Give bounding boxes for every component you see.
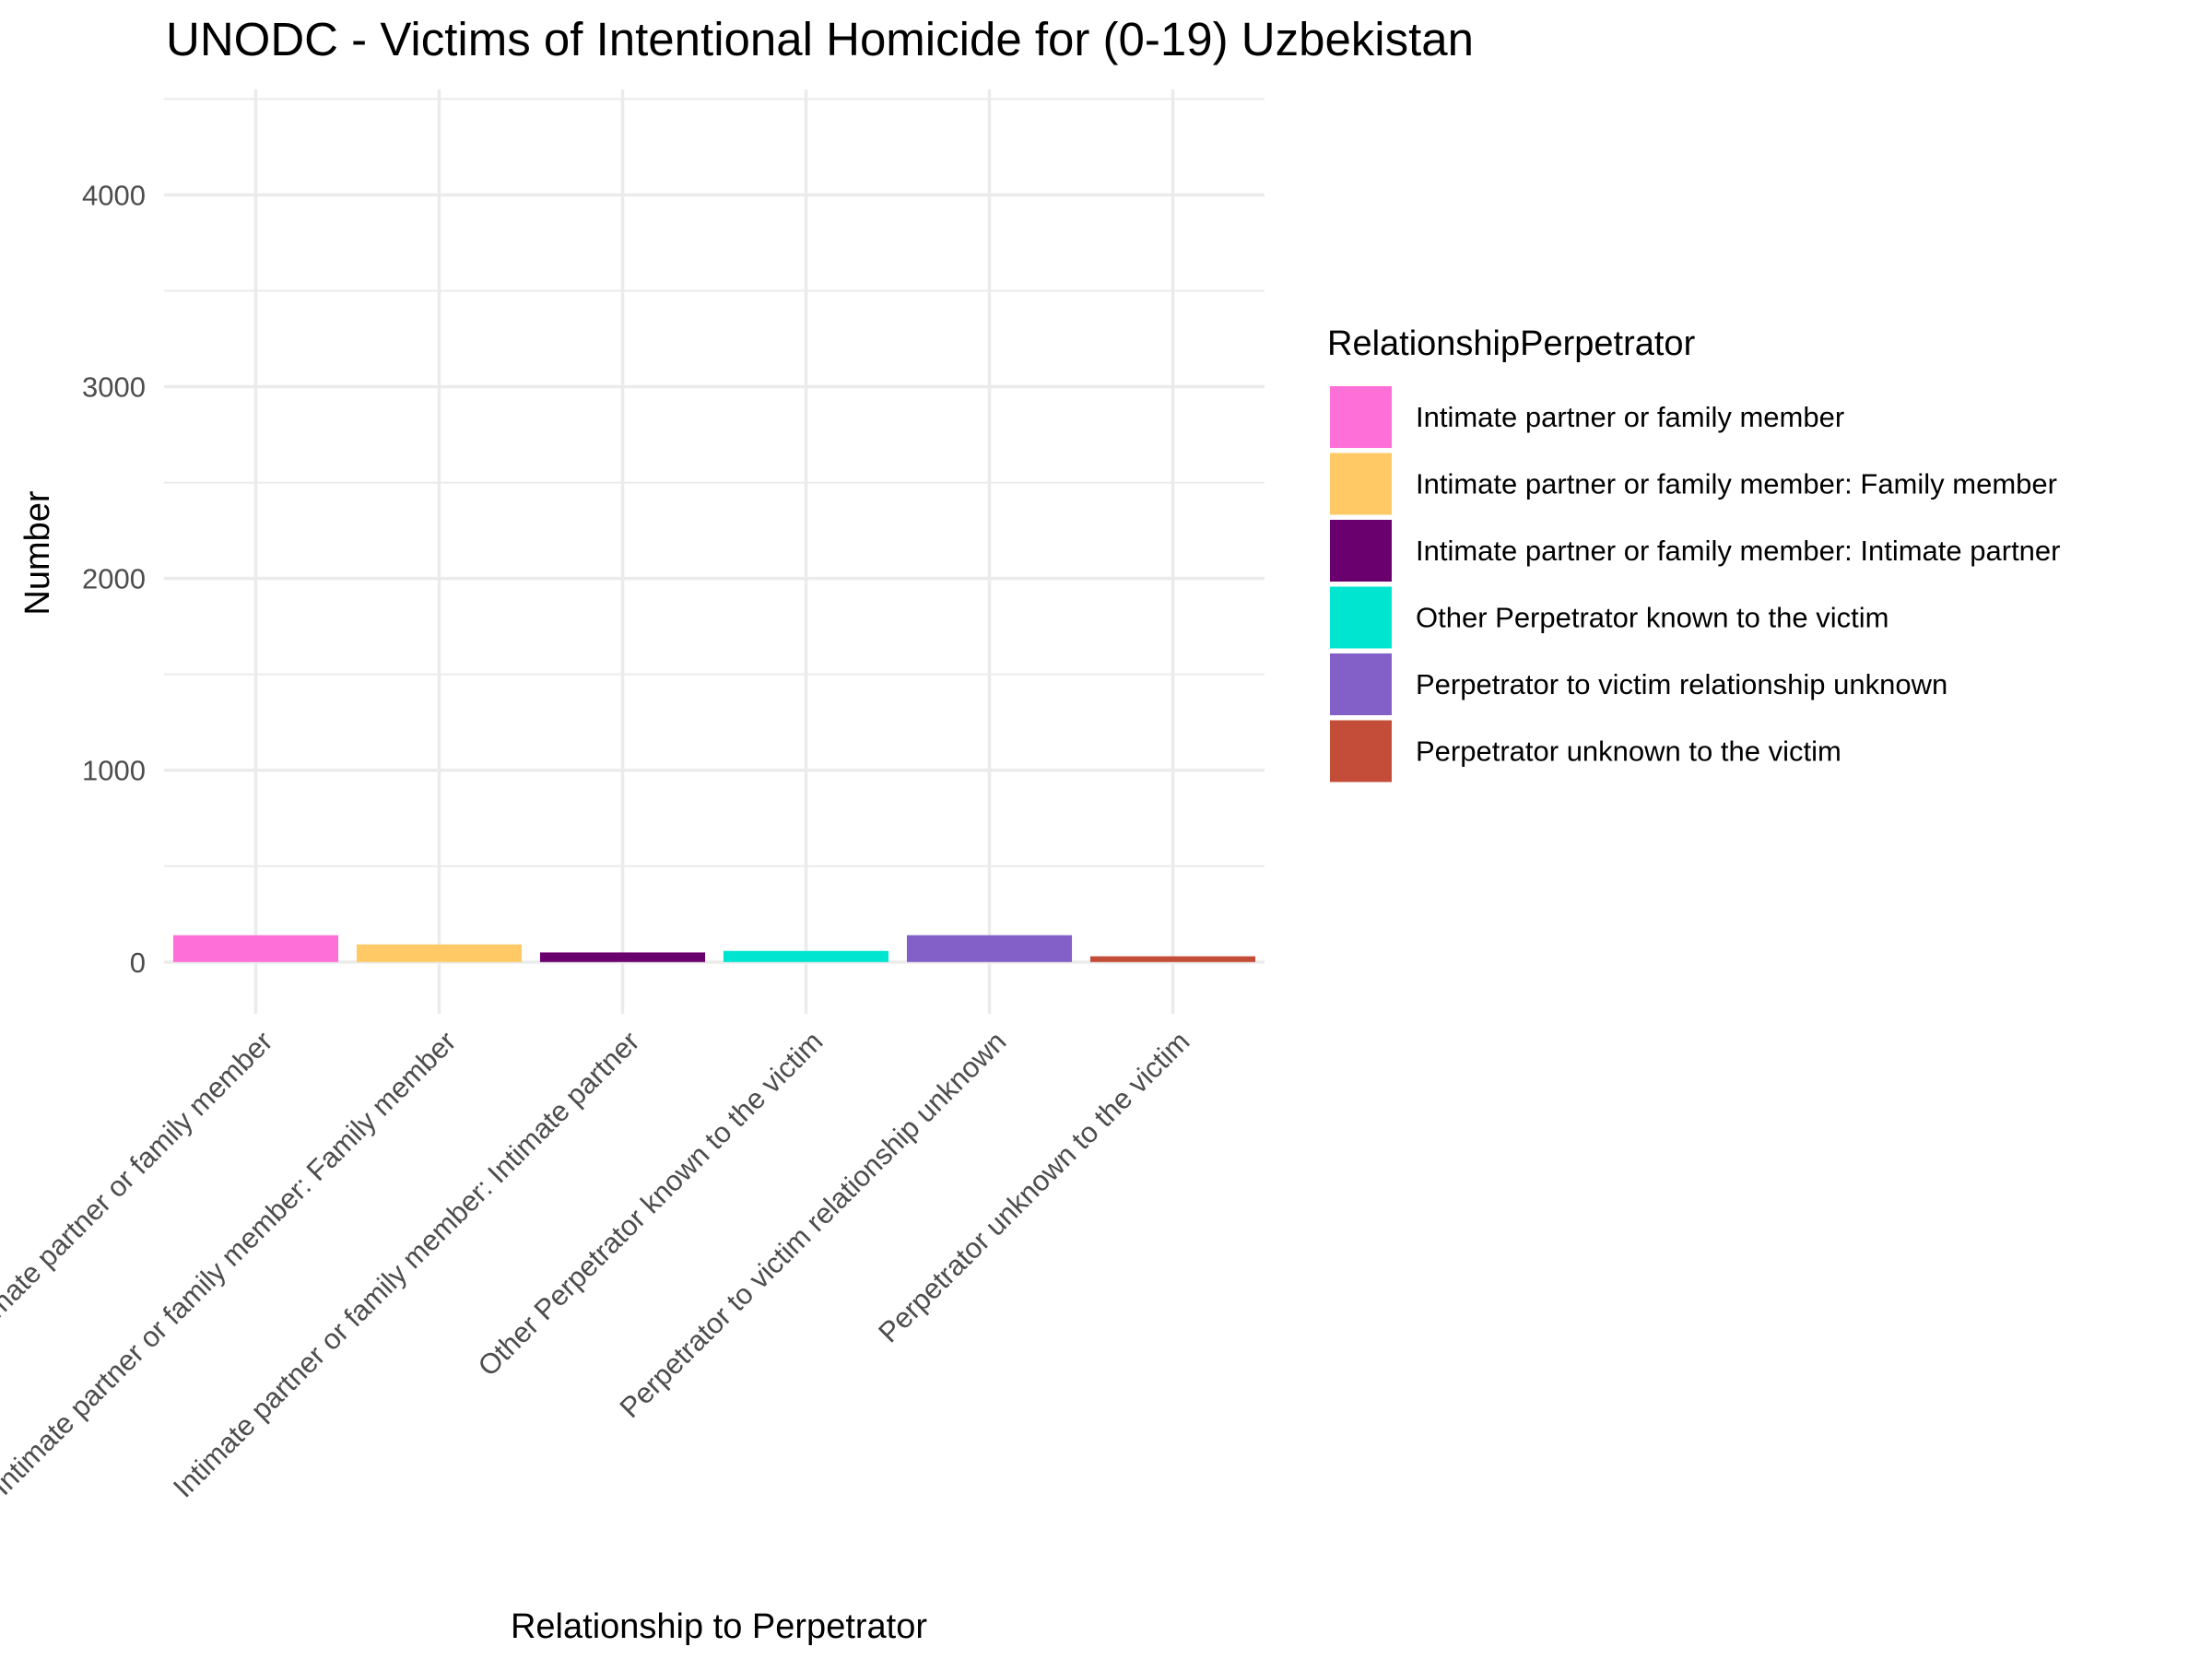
legend-swatch — [1330, 653, 1392, 715]
legend-label: Perpetrator to victim relationship unkno… — [1416, 668, 1947, 700]
y-tick-label: 2000 — [82, 563, 146, 595]
y-tick-label: 1000 — [82, 755, 146, 787]
legend-label: Other Perpetrator known to the victim — [1416, 602, 1888, 634]
bar — [356, 944, 523, 962]
legend-swatch — [1330, 453, 1392, 515]
legend-label: Perpetrator unknown to the victim — [1416, 735, 1841, 768]
chart-title: UNODC - Victims of Intentional Homicide … — [166, 13, 1474, 65]
legend-label: Intimate partner or family member — [1416, 401, 1844, 433]
bar — [539, 952, 706, 962]
legend-title: RelationshipPerpetrator — [1327, 324, 1696, 363]
bar — [723, 950, 889, 962]
bar — [172, 935, 339, 962]
y-tick-labels: 0 1000 2000 3000 4000 — [82, 179, 146, 978]
legend-swatch — [1330, 520, 1392, 582]
x-tick-label: Intimate partner or family member — [0, 1025, 278, 1351]
x-tick-label: Perpetrator unknown to the victim — [872, 1025, 1195, 1348]
bar-layer — [172, 935, 1256, 962]
legend-label: Intimate partner or family member: Intim… — [1416, 535, 2060, 567]
x-tick-label: Perpetrator to victim relationship unkno… — [614, 1025, 1013, 1424]
x-axis-title: Relationship to Perpetrator — [511, 1607, 927, 1646]
bar — [1089, 956, 1256, 962]
legend-label: Intimate partner or family member: Famil… — [1416, 468, 2057, 500]
legend-swatch — [1330, 720, 1392, 782]
y-tick-label: 0 — [130, 947, 146, 979]
x-tick-label: Other Perpetrator known to the victim — [472, 1025, 830, 1382]
y-axis-title: Number — [18, 490, 57, 615]
y-tick-label: 3000 — [82, 371, 146, 404]
legend: Intimate partner or family member Intimat… — [1330, 386, 2060, 782]
grid-layer — [164, 89, 1265, 1014]
x-tick-labels: Intimate partner or family memberIntimat… — [0, 1025, 1195, 1503]
legend-swatch — [1330, 586, 1392, 649]
bar — [906, 935, 1073, 962]
y-tick-label: 4000 — [82, 179, 146, 211]
legend-swatch — [1330, 386, 1392, 448]
